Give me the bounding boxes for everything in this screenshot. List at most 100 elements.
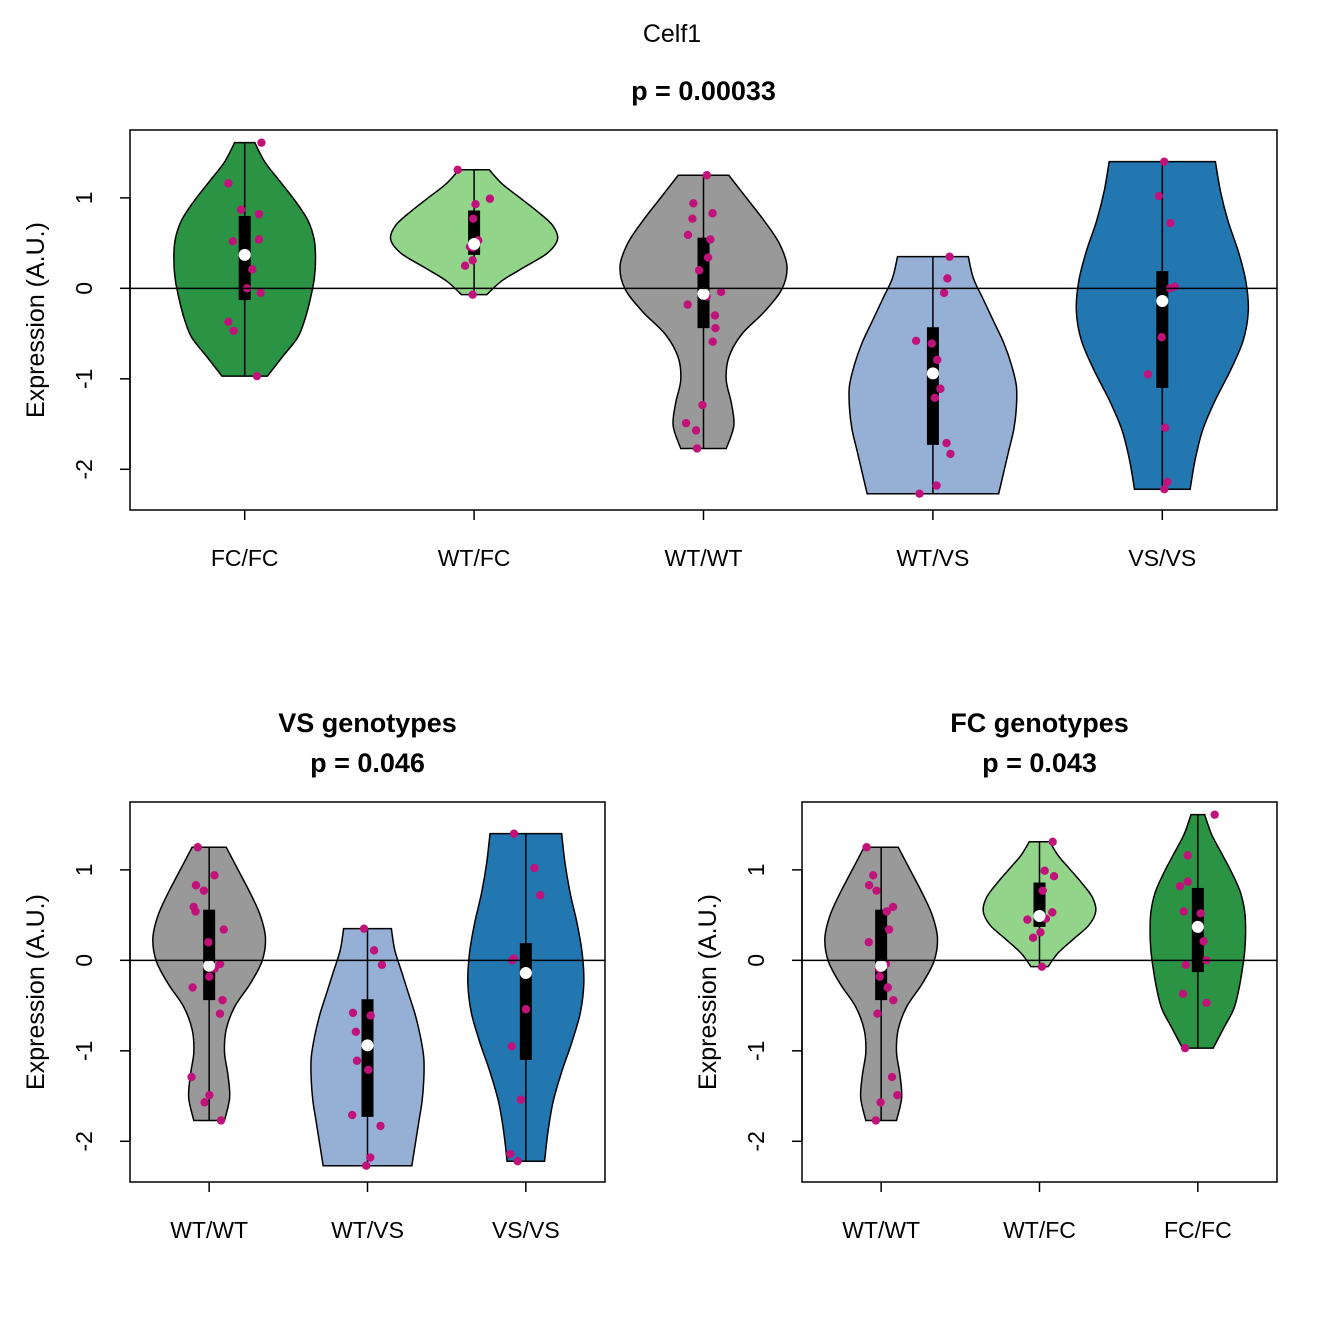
data-point [191, 881, 201, 890]
data-point [1143, 370, 1153, 379]
y-tick-label-fc: -1 [743, 1041, 769, 1061]
data-point [513, 1156, 522, 1166]
data-point [868, 871, 878, 880]
data-point [521, 1004, 531, 1014]
data-point [1170, 282, 1179, 291]
data-point [927, 339, 937, 348]
panel-title-vs-0: VS genotypes [278, 708, 457, 738]
data-point [1160, 423, 1170, 432]
data-point [942, 438, 951, 448]
data-point [236, 205, 246, 214]
data-point [254, 209, 264, 219]
data-point [1049, 871, 1059, 881]
violin-iqr-box [361, 999, 374, 1117]
y-tick-label-all: -1 [71, 369, 97, 389]
panel-title-all-0: p = 0.00033 [631, 76, 776, 106]
data-point [205, 972, 214, 981]
data-point [884, 925, 894, 934]
y-tick-label-vs: -2 [71, 1131, 97, 1151]
violin-vs-wt-vs [310, 924, 425, 1170]
data-point [691, 426, 701, 435]
data-point [871, 1116, 881, 1125]
x-tick-label-fc: FC/FC [1164, 1217, 1232, 1243]
data-point [1037, 962, 1047, 971]
plot-frame-fc [801, 801, 1278, 1183]
data-point [359, 924, 369, 933]
data-point [716, 287, 726, 297]
violin-median [238, 248, 251, 261]
data-point [930, 393, 940, 403]
data-point [872, 886, 881, 895]
data-point [193, 843, 202, 852]
x-tick-label-fc: WT/FC [1003, 1217, 1076, 1243]
violin-all-wt-fc [389, 165, 559, 299]
data-point [1180, 1043, 1190, 1053]
data-point [210, 871, 219, 880]
violin-median [468, 238, 481, 250]
data-point [936, 384, 945, 393]
data-point [348, 1008, 358, 1018]
data-point [1196, 909, 1205, 918]
data-point [708, 209, 717, 218]
data-point [887, 1072, 897, 1082]
data-point [688, 214, 697, 223]
data-point [1160, 484, 1169, 494]
data-point [369, 946, 379, 955]
data-point [224, 179, 233, 188]
violin-median [361, 1039, 374, 1052]
data-point [706, 235, 715, 244]
data-point [683, 300, 692, 309]
x-tick-label-vs: WT/VS [331, 1217, 404, 1243]
data-point [530, 863, 539, 873]
x-tick-label-fc: WT/WT [842, 1217, 920, 1243]
data-point [946, 449, 955, 459]
data-point [889, 995, 898, 1005]
data-point [224, 317, 233, 327]
data-point [187, 1072, 196, 1082]
data-point [703, 253, 713, 262]
data-point [377, 960, 387, 970]
y-tick-label-all: -2 [71, 459, 97, 479]
data-point [933, 355, 942, 365]
data-point [219, 925, 228, 934]
y-tick-label-all: 1 [71, 191, 97, 204]
data-point [252, 371, 262, 381]
panel-title-vs-1: p = 0.046 [310, 748, 425, 778]
data-point [352, 1056, 362, 1065]
data-point [347, 1110, 357, 1120]
data-point [1160, 157, 1169, 166]
data-point [254, 235, 264, 244]
violin-all-wt-vs [848, 252, 1018, 498]
panel-title-fc-0: FC genotypes [950, 708, 1129, 738]
x-tick-label-all: WT/FC [438, 545, 511, 571]
data-point [1048, 908, 1057, 917]
violin-all-vs-vs [1075, 157, 1250, 494]
data-point [1036, 928, 1045, 937]
data-point [248, 265, 257, 274]
data-point [200, 1098, 209, 1107]
y-tick-label-fc: -2 [743, 1131, 769, 1151]
violin-median [875, 959, 888, 972]
data-point [362, 1161, 371, 1170]
x-tick-label-all: WT/VS [896, 545, 969, 571]
y-tick-label-all: 0 [71, 282, 97, 295]
data-point [1183, 877, 1192, 886]
data-point [215, 1009, 225, 1018]
data-point [1178, 989, 1188, 999]
data-point [453, 165, 462, 175]
data-point [536, 890, 545, 900]
data-point [215, 959, 225, 969]
data-point [485, 194, 495, 203]
data-point [1183, 851, 1192, 860]
data-point [1210, 810, 1219, 819]
panel-title-fc-1: p = 0.043 [982, 748, 1097, 778]
data-point [710, 311, 720, 320]
data-point [888, 902, 898, 912]
data-point [468, 256, 477, 265]
violin-fc-wt-wt [824, 843, 939, 1125]
data-point [507, 1042, 516, 1051]
data-point [199, 886, 209, 895]
data-point [229, 326, 238, 336]
data-point [862, 843, 871, 852]
data-point [876, 1098, 885, 1107]
